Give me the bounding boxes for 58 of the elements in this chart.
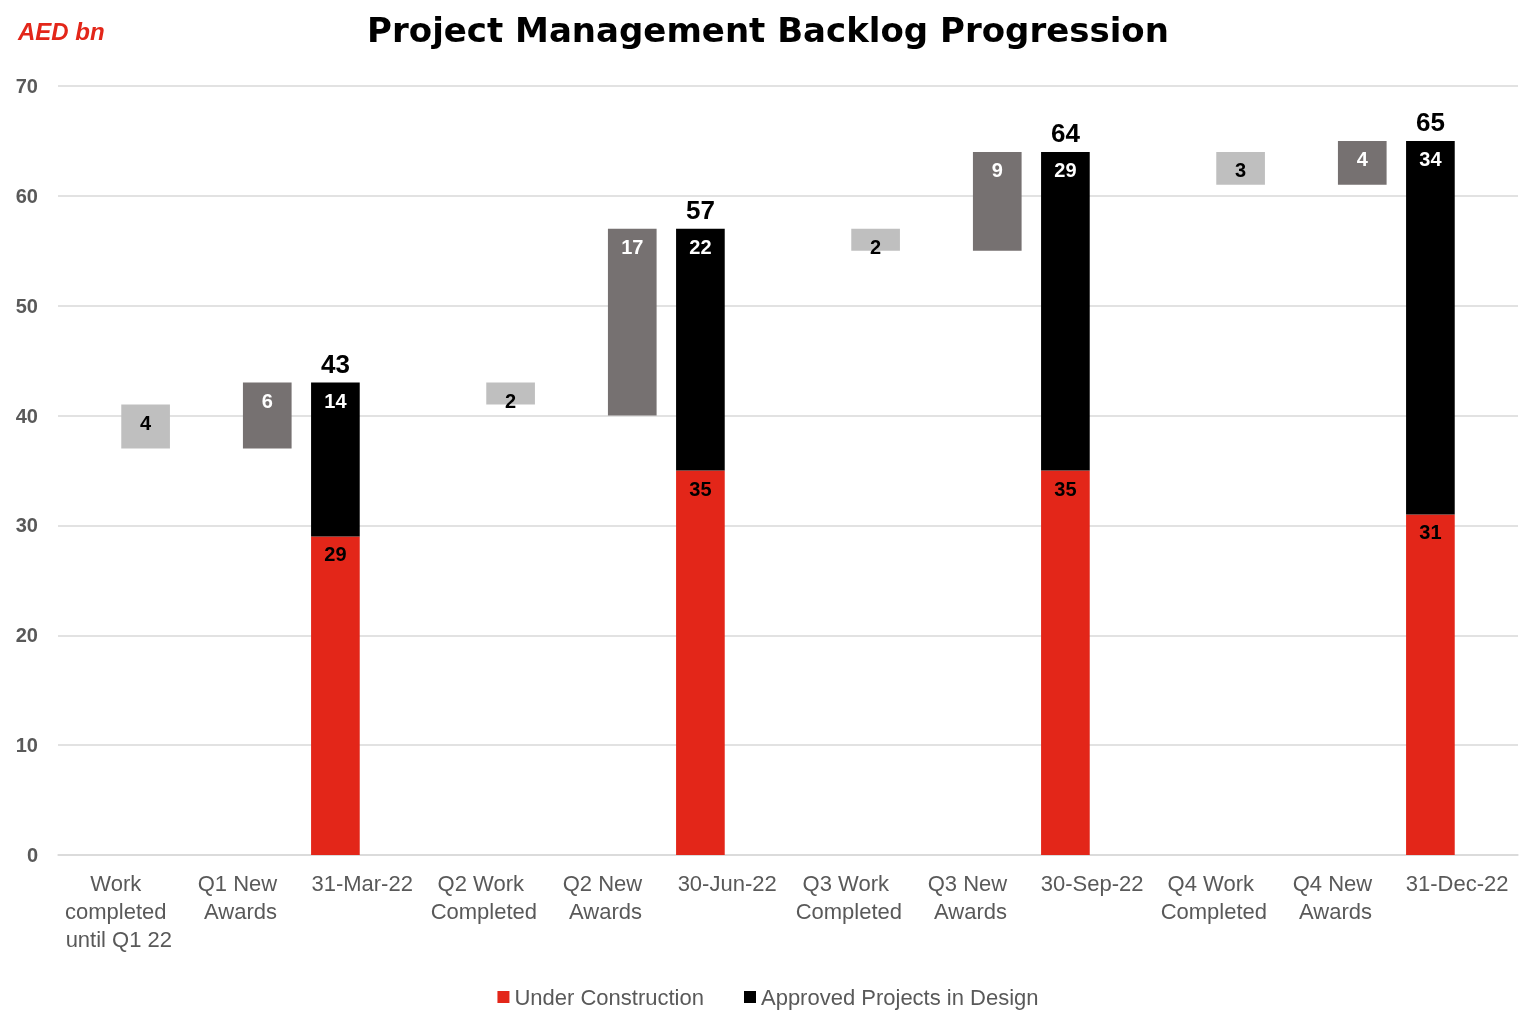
x-tick-label: Q4 New Awards (1292, 870, 1379, 924)
y-tick-label: 60 (15, 184, 38, 207)
y-axis-title: AED bn (17, 17, 105, 45)
x-tick-label: 30-Jun-22 (677, 870, 777, 896)
data-label: 2 (505, 389, 517, 412)
data-label: 17 (621, 235, 644, 258)
x-tick-label: Work completed until Q1 22 (65, 870, 173, 952)
data-label: 2 (870, 235, 882, 258)
bar (972, 151, 1022, 251)
bar (1337, 140, 1387, 185)
data-label: 31 (1419, 521, 1442, 544)
y-tick-label: 30 (15, 514, 38, 537)
x-tick-label: Q3 Work Completed (795, 870, 903, 924)
bar (311, 536, 360, 855)
data-label: 35 (1054, 477, 1077, 500)
total-label: 64 (1050, 117, 1081, 148)
total-label: 43 (320, 348, 350, 379)
data-label: 4 (1356, 147, 1369, 170)
x-tick-label: 30-Sep-22 (1040, 870, 1144, 896)
total-label: 65 (1415, 106, 1445, 137)
chart-title: Project Management Backlog Progression (367, 10, 1169, 50)
y-tick-label: 50 (15, 294, 38, 317)
y-tick-label: 20 (15, 624, 38, 647)
bar (121, 404, 170, 449)
legend-label: Under Construction (514, 984, 704, 1010)
data-label: 29 (324, 543, 347, 566)
x-tick-label: Q2 New Awards (562, 870, 649, 924)
bar (1406, 140, 1455, 515)
data-label: 3 (1235, 158, 1247, 181)
x-tick-label: 31-Mar-22 (311, 870, 413, 896)
data-label: 6 (261, 389, 273, 412)
x-tick-label: Q2 Work Completed (430, 870, 538, 924)
data-label: 9 (991, 158, 1003, 181)
bar (1216, 151, 1265, 185)
bar (676, 470, 725, 855)
bar (1041, 151, 1090, 471)
y-tick-label: 70 (15, 75, 38, 97)
bar (1406, 514, 1455, 855)
y-tick-label: 40 (15, 404, 38, 427)
legend-label: Approved Projects in Design (760, 984, 1039, 1010)
data-label: 14 (324, 389, 348, 412)
y-tick-label: 10 (15, 734, 38, 757)
data-label: 35 (689, 477, 712, 500)
bar (676, 228, 725, 471)
data-label: 22 (689, 235, 712, 258)
data-label: 29 (1054, 158, 1077, 181)
y-tick-label: 0 (26, 844, 38, 866)
x-tick-label: Q4 Work Completed (1160, 870, 1268, 924)
total-label: 57 (685, 194, 715, 225)
x-tick-label: Q3 New Awards (927, 870, 1014, 924)
data-label: 34 (1419, 147, 1443, 170)
data-label: 4 (140, 411, 153, 434)
bar (242, 382, 292, 449)
bar (1041, 470, 1090, 855)
x-tick-label: 31-Dec-22 (1405, 870, 1509, 896)
bar (311, 382, 360, 537)
bar (607, 228, 657, 416)
x-tick-label: Q1 New Awards (197, 870, 284, 924)
